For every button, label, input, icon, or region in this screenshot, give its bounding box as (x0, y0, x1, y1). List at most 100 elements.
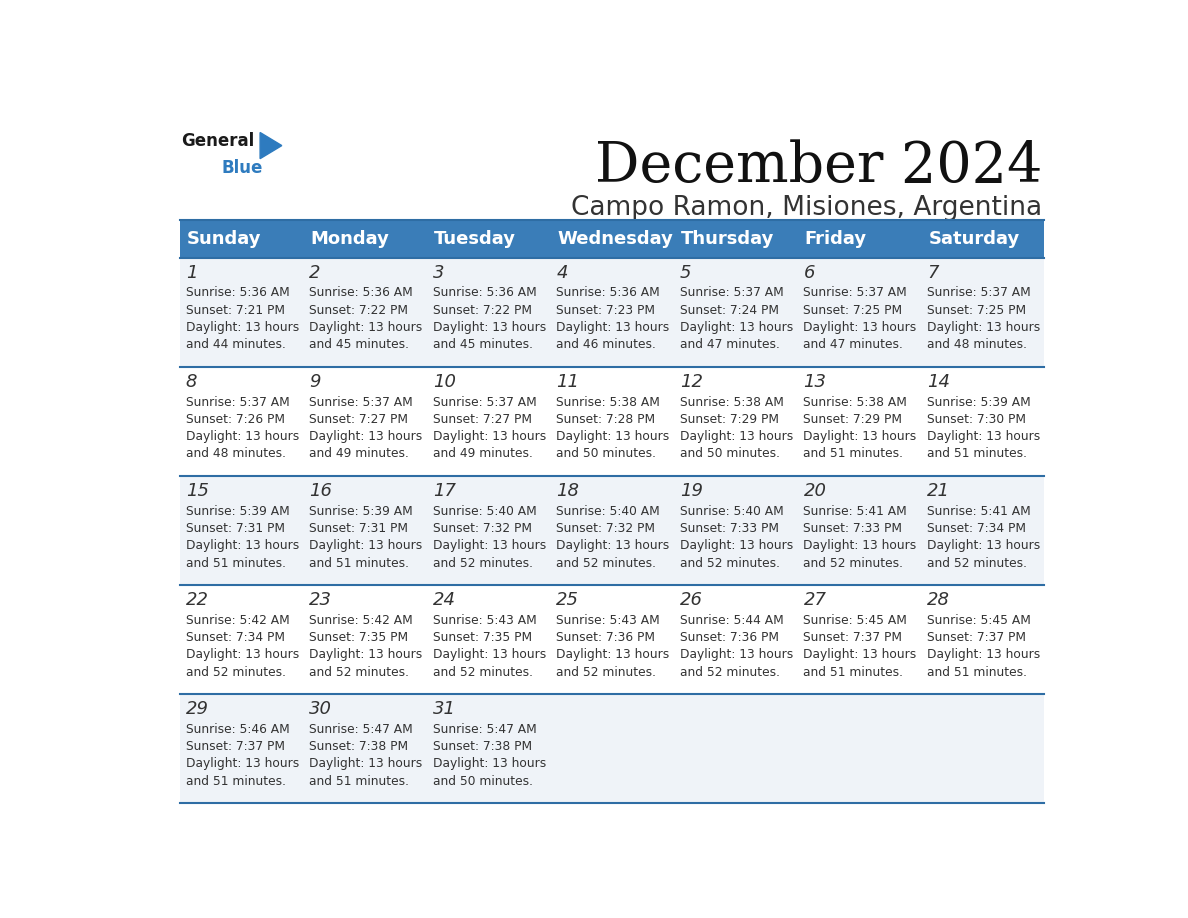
Bar (303, 367, 426, 476)
Text: Sunrise: 5:47 AM: Sunrise: 5:47 AM (432, 722, 537, 735)
Text: Sunrise: 5:41 AM: Sunrise: 5:41 AM (927, 505, 1031, 518)
Text: 23: 23 (309, 591, 333, 610)
Bar (550, 219, 674, 258)
Text: Campo Ramon, Misiones, Argentina: Campo Ramon, Misiones, Argentina (571, 195, 1042, 221)
Bar (426, 258, 550, 367)
Text: Daylight: 13 hours: Daylight: 13 hours (556, 431, 670, 443)
Text: Sunset: 7:29 PM: Sunset: 7:29 PM (680, 413, 779, 426)
Text: Daylight: 13 hours: Daylight: 13 hours (927, 539, 1041, 553)
Bar (303, 258, 426, 367)
Text: and 46 minutes.: and 46 minutes. (556, 339, 656, 352)
Text: 31: 31 (432, 700, 456, 718)
Text: Sunset: 7:33 PM: Sunset: 7:33 PM (803, 521, 903, 535)
Bar (426, 367, 550, 476)
Text: Saturday: Saturday (928, 230, 1019, 248)
Text: 5: 5 (680, 264, 691, 282)
Text: and 51 minutes.: and 51 minutes. (185, 556, 285, 569)
Bar (303, 219, 426, 258)
Text: Sunset: 7:25 PM: Sunset: 7:25 PM (927, 304, 1026, 317)
Text: Sunset: 7:37 PM: Sunset: 7:37 PM (803, 631, 903, 644)
Text: 6: 6 (803, 264, 815, 282)
Text: Sunset: 7:26 PM: Sunset: 7:26 PM (185, 413, 285, 426)
Text: Daylight: 13 hours: Daylight: 13 hours (927, 648, 1041, 661)
Text: Sunrise: 5:39 AM: Sunrise: 5:39 AM (185, 505, 290, 518)
Text: Sunset: 7:28 PM: Sunset: 7:28 PM (556, 413, 656, 426)
Bar (179, 367, 303, 476)
Text: Daylight: 13 hours: Daylight: 13 hours (680, 648, 794, 661)
Text: and 45 minutes.: and 45 minutes. (432, 339, 532, 352)
Text: Sunrise: 5:42 AM: Sunrise: 5:42 AM (185, 613, 290, 627)
Text: Daylight: 13 hours: Daylight: 13 hours (185, 757, 299, 770)
Text: 17: 17 (432, 482, 456, 500)
Text: and 52 minutes.: and 52 minutes. (927, 556, 1026, 569)
Text: Sunrise: 5:40 AM: Sunrise: 5:40 AM (432, 505, 537, 518)
Text: and 51 minutes.: and 51 minutes. (927, 447, 1026, 461)
Text: and 52 minutes.: and 52 minutes. (432, 556, 532, 569)
Bar (797, 367, 921, 476)
Text: and 50 minutes.: and 50 minutes. (432, 775, 532, 788)
Text: 2: 2 (309, 264, 321, 282)
Text: Sunrise: 5:36 AM: Sunrise: 5:36 AM (432, 286, 537, 299)
Text: Sunset: 7:21 PM: Sunset: 7:21 PM (185, 304, 285, 317)
Text: 15: 15 (185, 482, 209, 500)
Text: Sunset: 7:22 PM: Sunset: 7:22 PM (432, 304, 532, 317)
Text: Monday: Monday (310, 230, 390, 248)
Text: Daylight: 13 hours: Daylight: 13 hours (309, 648, 423, 661)
Text: Sunrise: 5:37 AM: Sunrise: 5:37 AM (185, 396, 290, 409)
Text: 16: 16 (309, 482, 333, 500)
Bar (921, 476, 1044, 585)
Bar (303, 476, 426, 585)
Bar (921, 694, 1044, 803)
Bar (426, 476, 550, 585)
Text: Daylight: 13 hours: Daylight: 13 hours (803, 431, 917, 443)
Text: Daylight: 13 hours: Daylight: 13 hours (185, 431, 299, 443)
Bar (674, 694, 797, 803)
Text: Sunset: 7:37 PM: Sunset: 7:37 PM (185, 740, 285, 753)
Text: Daylight: 13 hours: Daylight: 13 hours (556, 539, 670, 553)
Text: Daylight: 13 hours: Daylight: 13 hours (927, 321, 1041, 334)
Text: Sunrise: 5:37 AM: Sunrise: 5:37 AM (803, 286, 908, 299)
Text: 1: 1 (185, 264, 197, 282)
Text: 12: 12 (680, 374, 703, 391)
Text: General: General (181, 131, 254, 150)
Text: 10: 10 (432, 374, 456, 391)
Text: and 52 minutes.: and 52 minutes. (309, 666, 409, 678)
Text: Sunset: 7:22 PM: Sunset: 7:22 PM (309, 304, 409, 317)
Text: and 50 minutes.: and 50 minutes. (680, 447, 779, 461)
Polygon shape (260, 132, 282, 159)
Text: Daylight: 13 hours: Daylight: 13 hours (185, 321, 299, 334)
Text: Sunset: 7:29 PM: Sunset: 7:29 PM (803, 413, 903, 426)
Bar (921, 258, 1044, 367)
Text: and 48 minutes.: and 48 minutes. (927, 339, 1026, 352)
Text: Daylight: 13 hours: Daylight: 13 hours (803, 648, 917, 661)
Text: Daylight: 13 hours: Daylight: 13 hours (432, 757, 546, 770)
Text: Sunrise: 5:37 AM: Sunrise: 5:37 AM (309, 396, 413, 409)
Text: Sunrise: 5:37 AM: Sunrise: 5:37 AM (680, 286, 784, 299)
Text: Daylight: 13 hours: Daylight: 13 hours (309, 539, 423, 553)
Bar (179, 694, 303, 803)
Text: Daylight: 13 hours: Daylight: 13 hours (185, 648, 299, 661)
Text: and 51 minutes.: and 51 minutes. (927, 666, 1026, 678)
Text: Wednesday: Wednesday (557, 230, 674, 248)
Text: 22: 22 (185, 591, 209, 610)
Text: Sunrise: 5:45 AM: Sunrise: 5:45 AM (803, 613, 908, 627)
Text: 28: 28 (927, 591, 950, 610)
Text: and 47 minutes.: and 47 minutes. (680, 339, 779, 352)
Text: Sunrise: 5:38 AM: Sunrise: 5:38 AM (680, 396, 784, 409)
Text: Sunset: 7:34 PM: Sunset: 7:34 PM (927, 521, 1026, 535)
Text: 21: 21 (927, 482, 950, 500)
Bar (797, 476, 921, 585)
Text: Sunrise: 5:38 AM: Sunrise: 5:38 AM (556, 396, 661, 409)
Bar (179, 219, 303, 258)
Bar (426, 585, 550, 694)
Text: Sunset: 7:36 PM: Sunset: 7:36 PM (556, 631, 656, 644)
Text: 13: 13 (803, 374, 827, 391)
Text: and 52 minutes.: and 52 minutes. (680, 666, 779, 678)
Text: 27: 27 (803, 591, 827, 610)
Bar (179, 476, 303, 585)
Text: Sunset: 7:32 PM: Sunset: 7:32 PM (432, 521, 532, 535)
Text: Sunrise: 5:45 AM: Sunrise: 5:45 AM (927, 613, 1031, 627)
Text: Daylight: 13 hours: Daylight: 13 hours (680, 539, 794, 553)
Text: Sunrise: 5:37 AM: Sunrise: 5:37 AM (927, 286, 1031, 299)
Text: Sunset: 7:27 PM: Sunset: 7:27 PM (432, 413, 532, 426)
